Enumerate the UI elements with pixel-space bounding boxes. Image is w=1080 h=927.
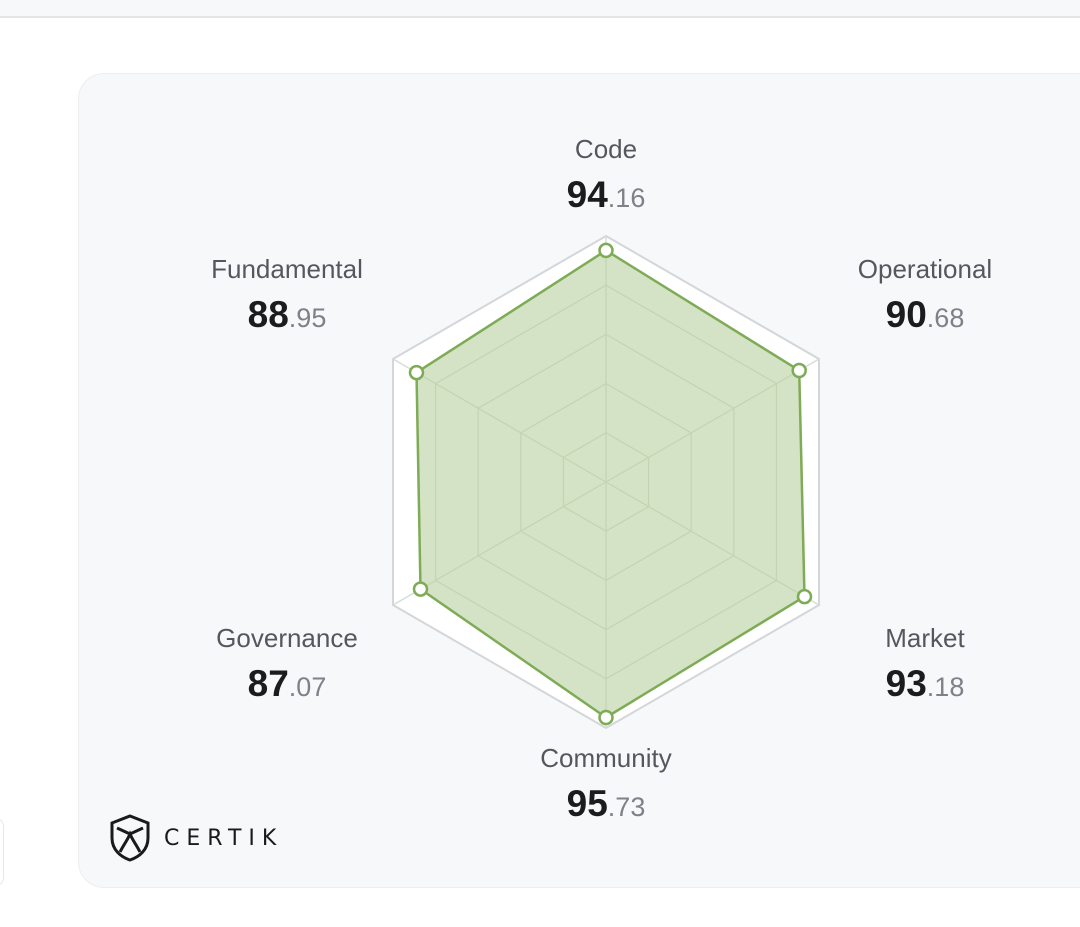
score-point-community: [598, 709, 614, 726]
label-market: Market 93.18: [805, 622, 1045, 712]
label-governance: Governance 87.07: [167, 622, 407, 712]
score-fundamental: 88.95: [247, 294, 327, 335]
axis-name-market: Market: [885, 623, 965, 653]
score-point-fundamental: [408, 364, 425, 381]
axis-name-code: Code: [574, 134, 638, 164]
score-points: [408, 242, 813, 726]
score-code: 94.16: [566, 174, 646, 215]
top-bar: [0, 0, 1080, 18]
axis-name-community: Community: [540, 743, 672, 773]
label-code: Code 94.16: [486, 133, 726, 223]
score-point-market: [796, 588, 813, 605]
certik-wordmark: CERTIK: [164, 825, 284, 851]
score-point-code: [598, 242, 614, 259]
label-operational: Operational 90.68: [805, 253, 1045, 343]
label-fundamental: Fundamental 88.95: [167, 253, 407, 343]
radar-grid-overlay: [416, 250, 805, 718]
score-market: 93.18: [885, 663, 965, 704]
score-point-governance: [412, 581, 429, 597]
axis-name-operational: Operational: [857, 254, 993, 284]
axis-name-governance: Governance: [216, 623, 358, 653]
label-community: Community 95.73: [486, 742, 726, 832]
certik-shield-icon: [110, 814, 150, 862]
score-point-operational: [791, 362, 807, 379]
score-governance: 87.07: [247, 663, 327, 704]
score-community: 95.73: [566, 783, 646, 824]
axis-name-fundamental: Fundamental: [211, 254, 363, 284]
certik-logo: CERTIK: [108, 814, 283, 862]
score-operational: 90.68: [885, 294, 965, 335]
